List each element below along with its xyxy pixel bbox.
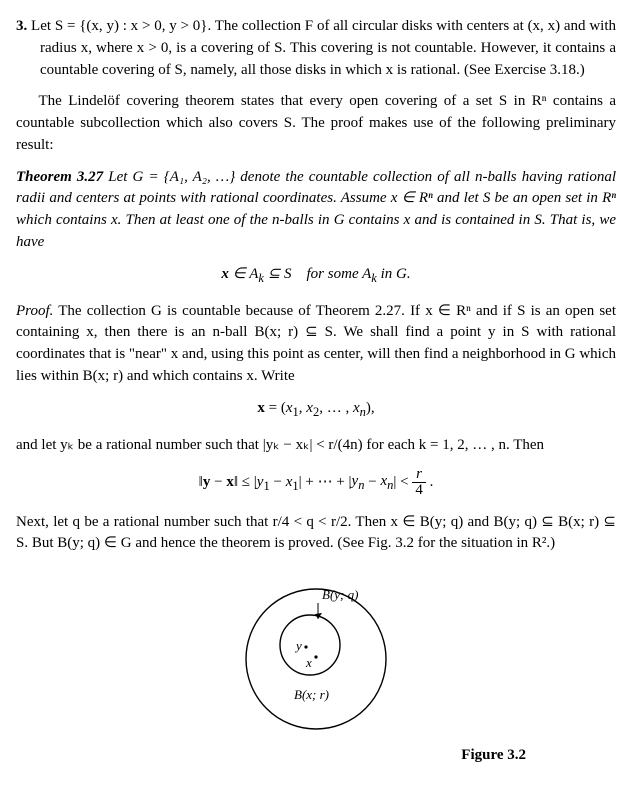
- theorem-body: Let G = {A₁, A₂, …} denote the countable…: [16, 169, 616, 250]
- theorem-block: Theorem 3.27 Let G = {A₁, A₂, …} denote …: [16, 167, 616, 254]
- proof-f2: ‖y − x‖ ≤ |y1 − x1| + ⋯ + |yn − xn| < r …: [16, 467, 616, 498]
- proof-f1: x = (x1, x2, … , xn),: [16, 398, 616, 421]
- proof-p2: and let yₖ be a rational number such tha…: [16, 435, 616, 457]
- example-number: 3.: [16, 18, 27, 34]
- proof-p3: Next, let q be a rational number such th…: [16, 512, 616, 556]
- figure-3-2: yx B(y; q) B(x; r) Figure 3.2: [16, 569, 616, 767]
- figure-svg: yx B(y; q) B(x; r): [206, 569, 426, 739]
- theorem-formula: x ∈ Ak ⊆ S for some Ak in G.: [16, 264, 616, 287]
- svg-text:y: y: [294, 638, 302, 653]
- example-text: Let S = {(x, y) : x > 0, y > 0}. The col…: [31, 18, 616, 78]
- proof-p1-text: The collection G is countable because of…: [16, 303, 616, 384]
- proof-head: Proof.: [16, 303, 53, 319]
- example-item: 3. Let S = {(x, y) : x > 0, y > 0}. The …: [16, 16, 616, 81]
- figure-caption: Figure 3.2: [16, 745, 616, 767]
- svg-text:x: x: [305, 655, 312, 670]
- intro-paragraph: The Lindelöf covering theorem states tha…: [16, 91, 616, 156]
- svg-text:B(y; q): B(y; q): [322, 587, 358, 602]
- proof-p1: Proof. The collection G is countable bec…: [16, 301, 616, 388]
- svg-text:B(x; r): B(x; r): [294, 687, 329, 702]
- theorem-head: Theorem 3.27: [16, 169, 103, 185]
